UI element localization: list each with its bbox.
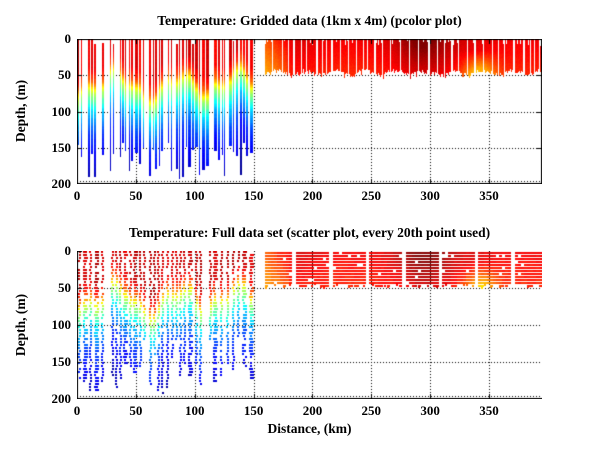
x-tick-label: 50 — [129, 403, 143, 418]
x-tick-label: 200 — [302, 188, 323, 203]
x-tick-label: 300 — [420, 188, 440, 203]
y-tick-label: 150 — [51, 354, 72, 369]
y-tick-label: 0 — [64, 243, 72, 258]
y-tick-label: 100 — [51, 103, 72, 119]
plot-title-pcolor: Temperature: Gridded data (1km x 4m) (pc… — [157, 13, 462, 28]
plot-title-scatter: Temperature: Full data set (scatter plot… — [128, 225, 491, 240]
x-axis-label: Distance, (km) — [267, 421, 352, 436]
y-tick-label: 0 — [64, 31, 72, 46]
scatter-plot-area — [77, 251, 542, 399]
x-tick-label: 300 — [420, 403, 440, 418]
x-tick-label: 350 — [479, 403, 499, 418]
y-tick-label: 100 — [51, 317, 72, 332]
x-tick-label: 250 — [361, 188, 382, 203]
y-axis-label-bottom: Depth, (m) — [13, 293, 28, 357]
x-tick-label: 200 — [302, 403, 323, 418]
y-tick-label: 50 — [58, 280, 71, 295]
x-tick-label: 150 — [243, 403, 264, 418]
x-tick-label: 150 — [243, 188, 264, 203]
x-tick-label: 0 — [73, 403, 81, 418]
y-tick-label: 200 — [51, 391, 72, 406]
y-tick-label: 50 — [58, 67, 71, 83]
x-tick-label: 350 — [479, 188, 499, 203]
y-axis-label-top: Depth, (m) — [13, 79, 28, 143]
pcolor-plot-area — [77, 39, 542, 184]
x-tick-label: 50 — [129, 188, 143, 203]
x-tick-label: 100 — [184, 403, 205, 418]
y-tick-label: 200 — [51, 176, 72, 191]
y-tick-label: 150 — [51, 139, 72, 155]
x-tick-label: 100 — [184, 188, 205, 203]
scatter-plot-canvas — [77, 251, 542, 399]
x-tick-label: 250 — [361, 403, 382, 418]
pcolor-plot-canvas — [77, 39, 542, 184]
x-tick-label: 0 — [73, 188, 81, 203]
